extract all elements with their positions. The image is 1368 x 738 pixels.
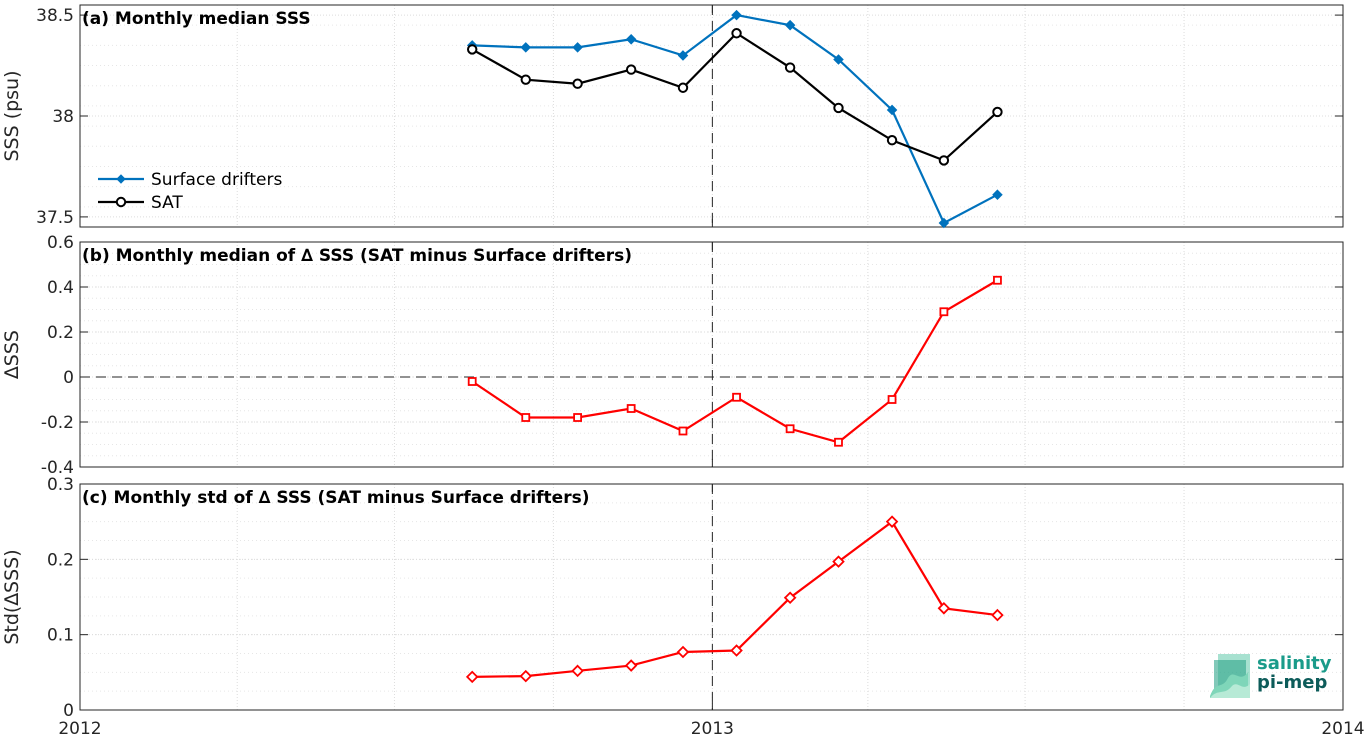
logo-line2: pi-mep [1257, 672, 1328, 693]
data-point [626, 404, 636, 413]
data-point [833, 102, 844, 114]
data-point [677, 50, 689, 61]
data-point [624, 659, 638, 672]
legend-marker [115, 196, 127, 208]
data-point [732, 392, 741, 402]
data-point [521, 413, 531, 422]
data-point [571, 664, 584, 678]
data-point [519, 669, 533, 683]
data-point [677, 82, 689, 93]
y-axis-label: ∆SSS [1, 330, 23, 380]
data-point [465, 670, 479, 684]
wave-logo-icon [1210, 654, 1250, 698]
legend-marker [116, 174, 126, 184]
data-point [784, 19, 796, 31]
data-point [938, 155, 950, 166]
data-point [731, 9, 742, 21]
y-tick-label: 37.5 [36, 208, 74, 228]
y-tick-label: -0.4 [41, 458, 74, 478]
panel-b: -0.4 -0.2 0 0.2 0.4 0.6 ∆SSS (b) Monthly median… [1, 233, 1344, 478]
panel-a: 37.5 38 38.5 SSS (psu) (a) Monthly median SS… [1, 4, 1344, 229]
data-point [678, 426, 688, 436]
y-tick-label: 0 [63, 701, 74, 721]
y-tick-label: 0.2 [47, 323, 74, 343]
panel-title: (a) Monthly median SSS [82, 9, 311, 29]
y-axis-label: Std(∆SSS) [1, 549, 23, 644]
data-point [833, 54, 844, 65]
data-point [467, 377, 477, 386]
data-point [938, 217, 950, 229]
data-point [731, 28, 742, 39]
panel-title: (b) Monthly median of ∆ SSS (SAT minus S… [82, 246, 632, 266]
data-point [467, 44, 478, 55]
data-point [625, 34, 637, 45]
salinity-pi-mep-logo [1208, 650, 1338, 700]
data-point [832, 555, 845, 568]
data-point [886, 135, 898, 146]
data-point [992, 106, 1003, 118]
y-tick-label: 0.1 [47, 626, 74, 646]
y-tick-label: 0.6 [47, 233, 74, 253]
y-axis-label: SSS (psu) [1, 70, 23, 161]
data-point [676, 645, 690, 659]
data-point [625, 64, 637, 75]
data-point [520, 42, 532, 53]
panel-title: (c) Monthly std of ∆ SSS (SAT minus Surf… [82, 488, 589, 508]
plot-area [80, 242, 1343, 467]
legend-label: SAT [151, 193, 183, 213]
axes-box [79, 483, 1344, 711]
data-point [939, 307, 949, 317]
x-tick-label: 2012 [58, 719, 101, 738]
data-point [572, 78, 583, 89]
y-tick-label: 0 [63, 368, 74, 388]
data-point [993, 275, 1002, 285]
y-tick-label: 0.2 [47, 550, 74, 570]
data-point [784, 62, 796, 73]
data-point [572, 42, 583, 53]
data-point [573, 413, 582, 422]
data-point [991, 608, 1004, 622]
y-tick-label: -0.2 [41, 413, 74, 433]
x-tick-label: 2014 [1321, 719, 1364, 738]
x-tick-label: 2013 [691, 719, 734, 738]
y-tick-label: 0.4 [47, 278, 74, 298]
panel-c: 0 0.1 0.2 0.3 2012 2013 2014 Std(∆SSS) (c) Month… [1, 475, 1365, 738]
data-point [937, 602, 951, 615]
y-tick-label: 38 [52, 107, 74, 127]
legend: Surface drifters SAT [98, 170, 282, 213]
plot-area [80, 484, 1343, 710]
legend-label: Surface drifters [151, 170, 282, 190]
y-tick-label: 0.3 [47, 475, 74, 495]
data-point [783, 591, 797, 605]
data-point [887, 395, 897, 404]
logo-line1: salinity [1257, 653, 1332, 674]
data-point [520, 74, 531, 85]
data-point [730, 644, 743, 657]
data-point [834, 437, 843, 447]
y-tick-label: 38.5 [36, 6, 74, 26]
data-point [885, 515, 899, 528]
data-point [886, 104, 898, 116]
data-point [992, 189, 1003, 200]
axes-box [79, 241, 1344, 468]
data-point [785, 424, 795, 434]
